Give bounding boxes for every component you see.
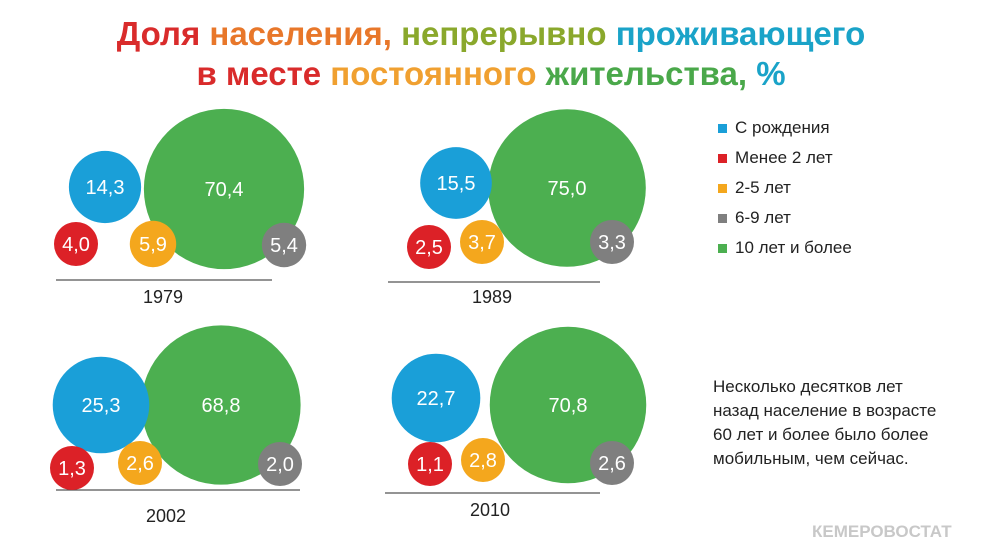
bubble	[129, 220, 177, 268]
legend-item: 2-5 лет	[718, 173, 852, 203]
bubble-value-label: 25,3	[82, 395, 121, 417]
legend-label: 2-5 лет	[735, 178, 791, 197]
bubble-value-label: 3,3	[598, 232, 626, 254]
legend-label: С рождения	[735, 118, 830, 137]
year-label: 1979	[143, 287, 183, 307]
bubble-value-label: 2,5	[415, 237, 443, 259]
bubble-value-label: 70,8	[549, 395, 588, 417]
bubble-value-label: 1,1	[416, 454, 444, 476]
year-label: 1989	[472, 287, 512, 307]
bubble	[50, 446, 94, 490]
bubble-value-label: 2,8	[469, 450, 497, 472]
legend-item: Менее 2 лет	[718, 143, 852, 173]
bubble	[590, 220, 634, 264]
bubble	[54, 222, 98, 266]
legend-label: Менее 2 лет	[735, 148, 833, 167]
legend-swatch	[718, 213, 727, 223]
bubble	[141, 325, 301, 485]
bubble-panel-2010: 70,8 22,7 1,1 2,8 2,6 2010	[385, 326, 647, 520]
bubble-value-label: 15,5	[437, 173, 476, 195]
bubble-value-label: 4,0	[62, 234, 90, 256]
legend-swatch	[718, 183, 727, 193]
legend-item: 10 лет и более	[718, 233, 852, 263]
bubble	[52, 356, 150, 454]
bubble-value-label: 2,6	[598, 453, 626, 475]
bubble-value-label: 22,7	[417, 388, 456, 410]
title-word: в	[196, 55, 217, 92]
bubble	[118, 441, 162, 485]
year-label: 2010	[470, 500, 510, 520]
title-word: проживающего	[615, 15, 866, 52]
bubble	[460, 220, 504, 264]
title-line-2: в месте постоянного жительства, %	[0, 54, 982, 94]
bubble-value-label: 68,8	[202, 395, 241, 417]
chart-title: Доля населения, непрерывно проживающего …	[0, 14, 982, 94]
bubble-value-label: 75,0	[548, 178, 587, 200]
bubble-panel-1979: 70,4 14,3 4,0 5,9 5,4 1979	[54, 108, 307, 307]
year-label: 2002	[146, 506, 186, 526]
bubble	[461, 438, 505, 482]
title-word: постоянного	[330, 55, 537, 92]
legend-item: 6-9 лет	[718, 203, 852, 233]
bubble-value-label: 70,4	[205, 179, 244, 201]
title-word: непрерывно	[401, 15, 607, 52]
bubble	[408, 442, 452, 486]
bubble	[590, 441, 634, 485]
bubble-value-label: 2,6	[126, 453, 154, 475]
legend: С рождения Менее 2 лет 2-5 лет 6-9 лет 1…	[718, 113, 852, 263]
bubble	[407, 225, 451, 269]
bubble	[391, 353, 481, 443]
bubble	[420, 147, 492, 219]
bubble	[68, 150, 142, 224]
bubble	[261, 222, 307, 268]
annotation-note: Несколько десятков лет назад население в…	[713, 377, 937, 468]
title-word: жительства,	[545, 55, 748, 92]
title-word: Доля	[116, 15, 201, 52]
title-line-1: Доля населения, непрерывно проживающего	[0, 14, 982, 54]
bubble-panel-1989: 75,0 15,5 2,5 3,7 3,3 1989	[388, 109, 646, 307]
bubble-value-label: 3,7	[468, 232, 496, 254]
bubble-panel-2002: 68,8 25,3 1,3 2,6 2,0 2002	[50, 325, 302, 526]
source-watermark: КЕМЕРОВОСТАТ	[812, 522, 952, 541]
legend-swatch	[718, 243, 727, 253]
bubble-value-label: 5,9	[139, 234, 167, 256]
title-word: %	[756, 55, 786, 92]
bubble-value-label: 5,4	[270, 235, 298, 257]
bubble-value-label: 14,3	[86, 177, 125, 199]
legend-label: 6-9 лет	[735, 208, 791, 227]
title-word: месте	[225, 55, 322, 92]
legend-label: 10 лет и более	[735, 238, 852, 257]
bubble-value-label: 1,3	[58, 458, 86, 480]
bubble	[258, 442, 302, 486]
bubble-value-label: 2,0	[266, 454, 294, 476]
bubble	[143, 108, 305, 270]
legend-swatch	[718, 123, 727, 133]
title-word: населения,	[209, 15, 392, 52]
legend-item: С рождения	[718, 113, 852, 143]
legend-swatch	[718, 153, 727, 163]
